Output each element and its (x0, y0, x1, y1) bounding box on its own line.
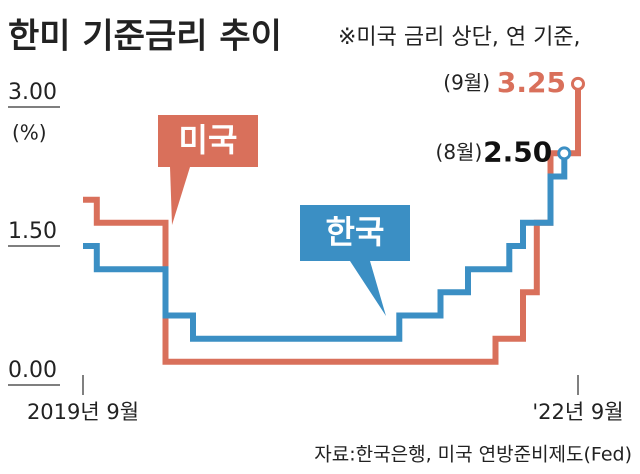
legend-box (300, 205, 410, 261)
chart-title: 한미 기준금리 추이 (8, 17, 282, 57)
source: 자료:한국은행, 미국 연방준비제도(Fed) (314, 444, 632, 466)
step-line (83, 153, 568, 342)
value-label: 2.50 (483, 135, 552, 168)
y-tick-label: 0.00 (8, 358, 57, 383)
y-tick-label: 1.50 (8, 219, 57, 244)
end-marker (571, 76, 585, 91)
end-note: (8월) (436, 140, 483, 164)
end-note: (9월) (443, 70, 490, 94)
y-unit: (%) (12, 121, 47, 145)
y-tick-label: 3.00 (8, 80, 57, 105)
x-tick-label: 2019년 9월 (27, 400, 139, 424)
x-tick-label: '22년 9월 (532, 400, 623, 424)
end-marker (557, 146, 572, 161)
legend-box (158, 115, 258, 167)
value-label: 3.25 (497, 66, 566, 99)
subtitle: ※미국 금리 상단, 연 기준, (338, 25, 581, 50)
legend-label: 미국 (179, 121, 238, 159)
callout-pointer (350, 261, 386, 316)
callout-pointer (170, 167, 190, 225)
legend-label: 한국 (326, 213, 385, 251)
